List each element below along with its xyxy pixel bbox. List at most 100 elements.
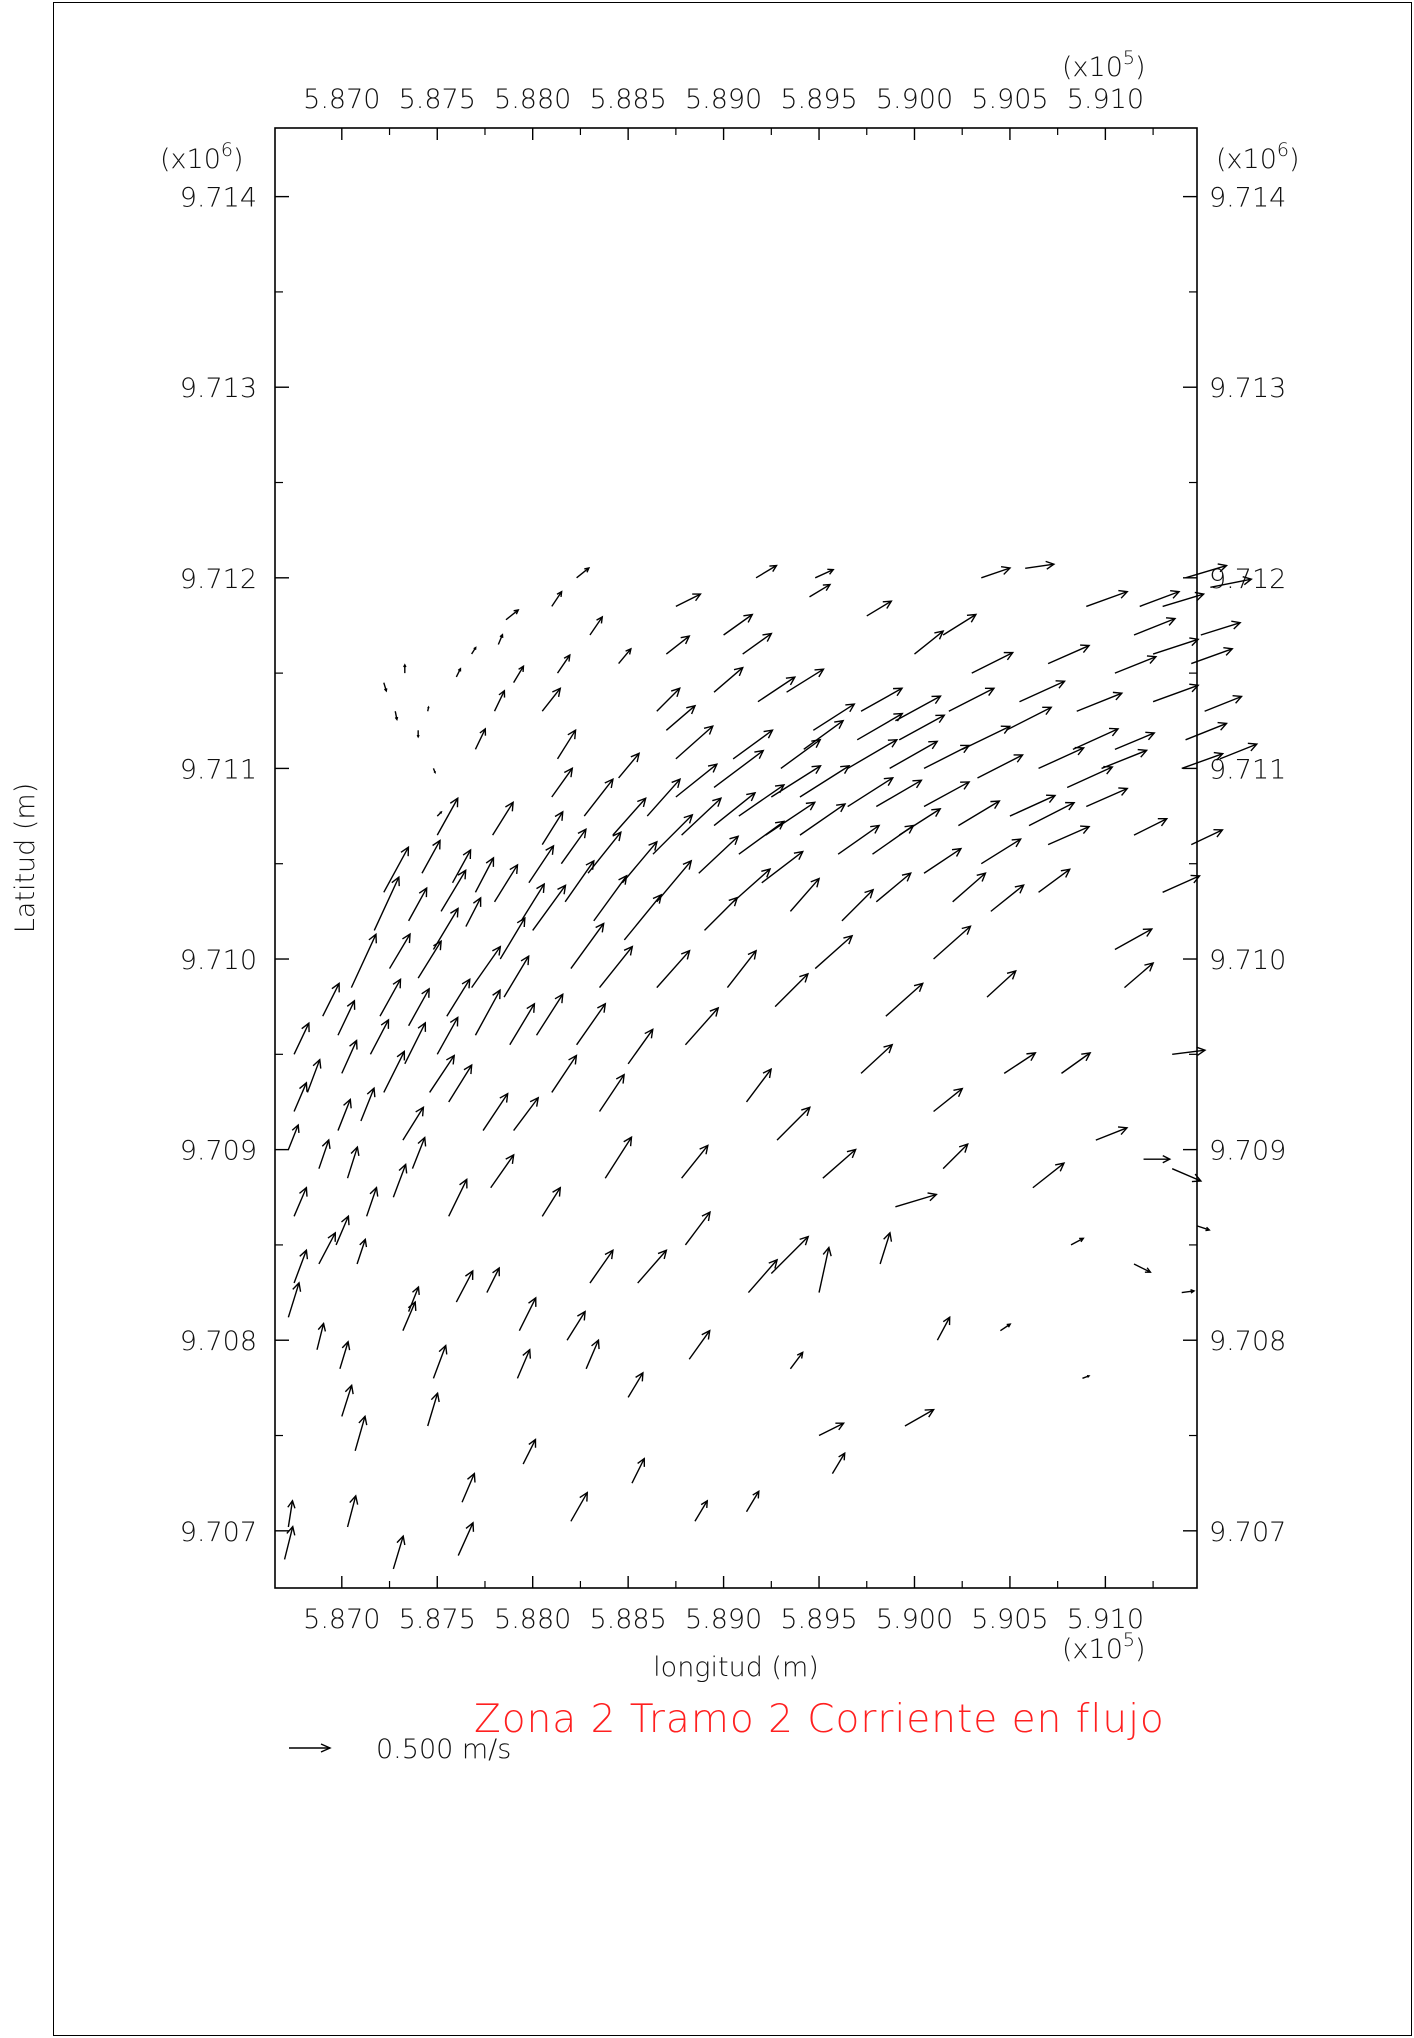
vector-shaft bbox=[350, 934, 377, 988]
vector-head bbox=[990, 800, 1001, 809]
vector-shaft bbox=[564, 860, 595, 903]
current-vector bbox=[461, 1472, 476, 1503]
y-tick-label-right: 9.710 bbox=[1209, 945, 1286, 976]
current-vector bbox=[675, 763, 719, 798]
y-tick-label-left: 9.714 bbox=[180, 183, 257, 214]
current-vector bbox=[818, 1422, 846, 1437]
current-vector bbox=[885, 982, 924, 1017]
current-vector bbox=[394, 711, 399, 721]
vector-head bbox=[312, 1058, 322, 1069]
vector-head bbox=[984, 687, 996, 696]
vector-shaft bbox=[742, 632, 772, 655]
vector-shaft bbox=[1003, 1052, 1036, 1074]
current-vector bbox=[341, 1383, 354, 1417]
vector-head bbox=[552, 1186, 562, 1197]
x-tick-label-top: 5.890 bbox=[685, 84, 762, 115]
vector-shaft bbox=[587, 831, 622, 874]
vector-head bbox=[712, 797, 723, 807]
vector-head bbox=[811, 765, 822, 774]
current-vector bbox=[1028, 801, 1076, 827]
current-vector bbox=[427, 705, 430, 712]
current-vector bbox=[990, 884, 1025, 912]
vector-head bbox=[692, 593, 702, 602]
current-vector bbox=[774, 972, 810, 1008]
vector-shaft bbox=[1162, 593, 1204, 608]
vector-shaft bbox=[923, 781, 970, 808]
current-vector bbox=[747, 1258, 779, 1294]
current-vector bbox=[1061, 1051, 1092, 1074]
vector-head bbox=[383, 688, 388, 693]
vector-shaft bbox=[898, 808, 941, 836]
vector-shaft bbox=[457, 1522, 474, 1556]
vector-head bbox=[840, 765, 851, 774]
vector-shaft bbox=[346, 1146, 359, 1179]
vector-head bbox=[931, 695, 942, 704]
vector-head bbox=[341, 1340, 351, 1351]
current-vector bbox=[287, 1281, 302, 1318]
current-vector bbox=[593, 874, 628, 922]
current-vector bbox=[493, 863, 519, 903]
vector-head bbox=[931, 808, 942, 818]
current-vector bbox=[516, 1348, 532, 1379]
vector-shaft bbox=[814, 935, 853, 970]
reference-vector: 0.500 m/s bbox=[289, 1734, 511, 1765]
vector-shaft bbox=[1095, 1127, 1128, 1141]
current-vector bbox=[757, 676, 797, 703]
vector-shaft bbox=[1133, 1263, 1151, 1273]
current-vector bbox=[416, 730, 420, 739]
vector-head bbox=[396, 1534, 406, 1546]
vector-shaft bbox=[346, 1495, 357, 1528]
current-vector bbox=[316, 1322, 327, 1350]
vector-head bbox=[286, 1525, 296, 1536]
vector-head bbox=[882, 600, 893, 609]
vector-shaft bbox=[589, 1249, 614, 1284]
current-vector bbox=[1152, 683, 1200, 703]
current-vector bbox=[681, 1144, 709, 1179]
vector-head bbox=[292, 1281, 302, 1292]
current-vector bbox=[383, 845, 410, 893]
vector-head bbox=[321, 1138, 331, 1149]
x-bottom-multiplier: (x105) bbox=[1062, 1629, 1146, 1665]
vector-head bbox=[595, 922, 605, 933]
vector-head bbox=[1231, 620, 1242, 630]
current-vector bbox=[618, 647, 632, 665]
x-tick-label-bottom: 5.885 bbox=[589, 1604, 666, 1635]
x-tick-label-top: 5.885 bbox=[589, 84, 666, 115]
vector-shaft bbox=[535, 993, 564, 1036]
vector-shaft bbox=[780, 739, 821, 769]
vector-shaft bbox=[675, 725, 714, 760]
vector-shaft bbox=[589, 616, 603, 636]
vector-shaft bbox=[1152, 684, 1199, 703]
vector-shaft bbox=[1196, 1225, 1210, 1231]
vector-head bbox=[774, 820, 786, 830]
current-vector bbox=[318, 1138, 331, 1169]
vector-shaft bbox=[339, 1341, 349, 1370]
vector-head bbox=[368, 932, 378, 944]
vector-shaft bbox=[585, 1339, 600, 1370]
vector-shaft bbox=[933, 1087, 963, 1113]
vector-head bbox=[344, 1383, 354, 1395]
current-vector bbox=[1152, 637, 1200, 655]
current-vector bbox=[404, 1021, 427, 1065]
vector-head bbox=[457, 869, 467, 880]
vector-shaft bbox=[341, 1385, 353, 1417]
vector-shaft bbox=[448, 1064, 473, 1103]
vector-head bbox=[579, 1491, 589, 1502]
current-vector bbox=[1133, 617, 1177, 636]
vector-head bbox=[416, 734, 420, 739]
current-vector bbox=[490, 1153, 515, 1189]
x-tick-label-bottom: 5.880 bbox=[494, 1604, 571, 1635]
current-vector bbox=[675, 725, 714, 760]
vector-shaft bbox=[551, 1055, 577, 1093]
current-vector bbox=[306, 1058, 322, 1093]
vector-head bbox=[623, 945, 634, 956]
current-vector bbox=[293, 1021, 310, 1055]
vector-shaft bbox=[1005, 706, 1052, 731]
current-vector bbox=[942, 613, 978, 636]
vector-shaft bbox=[1038, 868, 1071, 893]
current-vector bbox=[776, 1106, 811, 1141]
vector-shaft bbox=[448, 1179, 468, 1217]
vector-head bbox=[545, 844, 555, 855]
current-vector bbox=[471, 646, 477, 655]
vector-head bbox=[299, 1248, 309, 1260]
